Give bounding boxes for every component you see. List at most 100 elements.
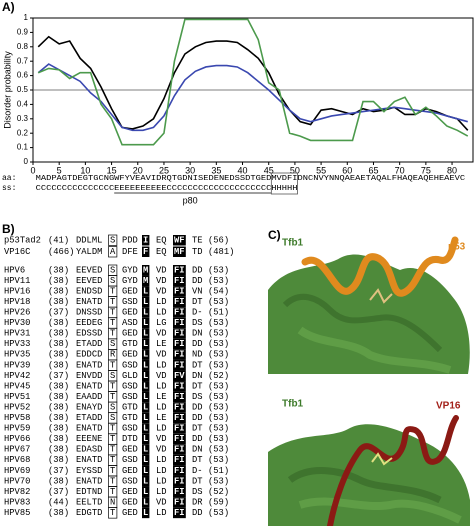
y-tick-label: 0: [24, 157, 29, 166]
alignment-cell: D-: [192, 466, 203, 476]
conserved-cell: [142, 391, 150, 403]
alignment-cell: GLD: [122, 371, 138, 381]
conserved-cell: [173, 381, 186, 392]
boxed-cell: [108, 234, 118, 246]
alignment-cell: YALDM: [76, 247, 102, 257]
alignment-cell: (59): [208, 497, 229, 507]
conserved-cell: [173, 454, 186, 466]
alignment-cell: T: [110, 487, 115, 497]
alignment-cell: EDTND: [76, 487, 102, 497]
alignment-cell: (481): [208, 247, 234, 257]
alignment-cell: LD: [156, 360, 167, 370]
alignment-cell: EDASD: [76, 445, 102, 455]
alignment-cell: DDLML: [76, 235, 102, 245]
alignment-cell: EEVED: [76, 265, 102, 275]
conserved-cell: [173, 265, 186, 276]
alignment-cell: GED: [122, 487, 138, 497]
alignment-cell: L: [143, 308, 148, 318]
y-tick-label: 0.3: [17, 114, 29, 123]
structure-label: p53: [448, 242, 466, 253]
alignment-cell: TE: [192, 235, 203, 245]
alignment-cell: FI: [174, 466, 185, 476]
sequence-name: HPV42: [4, 371, 30, 381]
alignment-cell: L: [143, 339, 148, 349]
alignment-cell: (53): [208, 476, 229, 486]
alignment-cell: GED: [122, 329, 138, 339]
alignment-cell: T: [110, 297, 115, 307]
alignment-cell: (51): [208, 466, 229, 476]
alignment-cell: DN: [192, 371, 203, 381]
alignment-cell: A: [110, 247, 116, 257]
alignment-cell: (38): [48, 276, 69, 286]
conserved-cell: [173, 246, 186, 257]
alignment-cell: L: [143, 497, 148, 507]
conserved-cell: [173, 307, 186, 318]
alignment-cell: GSD: [122, 476, 138, 486]
alignment-cell: L: [143, 434, 148, 444]
alignment-cell: WF: [174, 235, 185, 245]
conserved-cell: [142, 370, 150, 381]
alignment-cell: DT: [192, 424, 203, 434]
alignment-cell: GED: [122, 508, 138, 518]
alignment-cell: VD: [156, 276, 167, 286]
x-tick-label: 10: [80, 165, 90, 175]
conserved-cell: [173, 391, 186, 403]
alignment-cell: (53): [208, 276, 229, 286]
alignment-cell: ENATD: [76, 381, 102, 391]
alignment-cell: GYD: [122, 265, 138, 275]
conserved-cell: [173, 359, 186, 371]
conserved-cell: [173, 235, 186, 246]
alignment-cell: (53): [208, 297, 229, 307]
alignment-cell: L: [143, 297, 148, 307]
alignment-cell: FI: [174, 318, 185, 328]
alignment-cell: S: [110, 265, 115, 275]
alignment-cell: L: [143, 402, 148, 412]
alignment-cell: ETADD: [76, 413, 102, 423]
sequence-name: HPV6: [4, 265, 25, 275]
alignment-cell: T: [110, 392, 115, 402]
alignment-cell: VN: [192, 286, 203, 296]
alignment-cell: FI: [174, 286, 185, 296]
alignment-cell: EELTD: [76, 497, 102, 507]
alignment-cell: (38): [48, 455, 69, 465]
structure-label: Tfb1: [282, 238, 304, 249]
x-tick-label: 0: [30, 165, 35, 175]
sequence-name: HPV58: [4, 413, 30, 423]
alignment-cell: L: [143, 445, 148, 455]
alignment-cell: (38): [48, 329, 69, 339]
alignment-cell: DS: [192, 318, 203, 328]
y-tick-label: 0.7: [17, 56, 29, 65]
conserved-cell: [142, 507, 150, 519]
x-tick-label: 35: [211, 165, 221, 175]
alignment-cell: L: [143, 371, 148, 381]
alignment-cell: (53): [208, 445, 229, 455]
alignment-cell: M: [143, 276, 148, 286]
conserved-cell: [142, 433, 150, 445]
alignment-cell: ND: [192, 350, 203, 360]
conserved-cell: [142, 317, 150, 329]
alignment-cell: (53): [208, 350, 229, 360]
alignment-cell: DFE: [122, 247, 138, 257]
alignment-cell: L: [143, 476, 148, 486]
alignment-cell: LD: [156, 402, 167, 412]
alignment-cell: VD: [156, 434, 167, 444]
conserved-cell: [142, 307, 150, 318]
alignment-cell: EDDCD: [76, 350, 102, 360]
alignment-cell: T: [110, 455, 115, 465]
alignment-cell: FI: [174, 434, 185, 444]
alignment-cell: FI: [174, 381, 185, 391]
conserved-cell: [173, 349, 186, 360]
alignment-cell: T: [110, 360, 115, 370]
x-tick-label: 5: [57, 165, 62, 175]
sequence-name: HPV39: [4, 360, 30, 370]
conserved-cell: [142, 349, 150, 360]
y-tick-label: 0.9: [17, 28, 29, 37]
alignment-cell: D-: [192, 308, 203, 318]
ss-sequence: CCCCCCCCCCCCCCCEEEEEEEEEECCCCCCCCCCCCCCC…: [36, 185, 298, 193]
panel-label: A): [2, 0, 15, 14]
data-line: [37, 35, 469, 131]
conserved-cell: [142, 328, 150, 339]
alignment-cell: T: [110, 329, 115, 339]
alignment-cell: EDSSD: [76, 329, 102, 339]
x-tick-label: 55: [316, 165, 326, 175]
